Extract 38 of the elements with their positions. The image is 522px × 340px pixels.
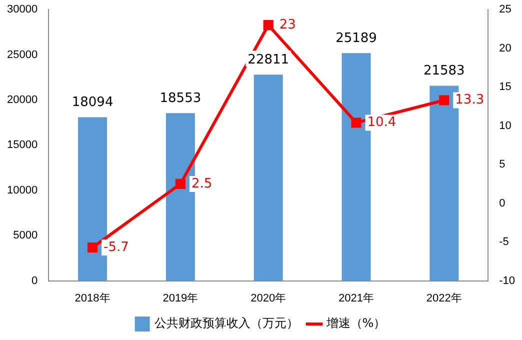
data-label: 2.5 (191, 176, 212, 192)
point (175, 178, 186, 189)
point (439, 95, 450, 106)
y2-tick-label: 0 (499, 197, 506, 210)
x-tick-label: 2018年 (74, 292, 110, 304)
point (351, 118, 362, 128)
y-tick-label: 0 (31, 274, 38, 287)
y-tick-label: 10000 (6, 184, 38, 196)
data-label: 18553 (160, 90, 202, 106)
y2-tick-label: 5 (499, 158, 506, 171)
legend-label: 公共财政预算收入（万元） (154, 316, 298, 330)
y2-tick-label: 20 (499, 42, 512, 54)
point (88, 242, 98, 253)
data-label: 25189 (336, 30, 377, 46)
data-label: 18094 (72, 95, 114, 110)
data-label: -5.7 (104, 240, 129, 255)
y-tick-label: 20000 (6, 94, 38, 106)
y-tick-label: 15000 (6, 139, 38, 152)
y2-tick-label: -5 (499, 236, 509, 248)
y2-tick-label: -10 (499, 274, 516, 287)
y2-tick-label: 25 (499, 4, 512, 16)
data-label: 23 (279, 17, 296, 32)
y2-tick-label: 10 (499, 120, 512, 132)
legend-label: 增速（%） (325, 316, 386, 330)
data-label: 22811 (248, 52, 290, 68)
data-label: 21583 (423, 64, 465, 79)
x-tick-label: 2021年 (338, 292, 374, 304)
y-tick-label: 30000 (6, 4, 38, 16)
point (263, 20, 274, 30)
data-label: 13.3 (455, 92, 484, 108)
y-tick-label: 25000 (6, 48, 38, 61)
x-tick-label: 2022年 (426, 292, 462, 304)
y-tick-label: 5000 (13, 230, 38, 242)
data-label: 10.4 (367, 115, 396, 130)
x-tick-label: 2019年 (162, 292, 198, 304)
bar (254, 74, 283, 281)
y2-tick-label: 15 (499, 81, 512, 94)
x-tick-label: 2020年 (250, 292, 286, 304)
